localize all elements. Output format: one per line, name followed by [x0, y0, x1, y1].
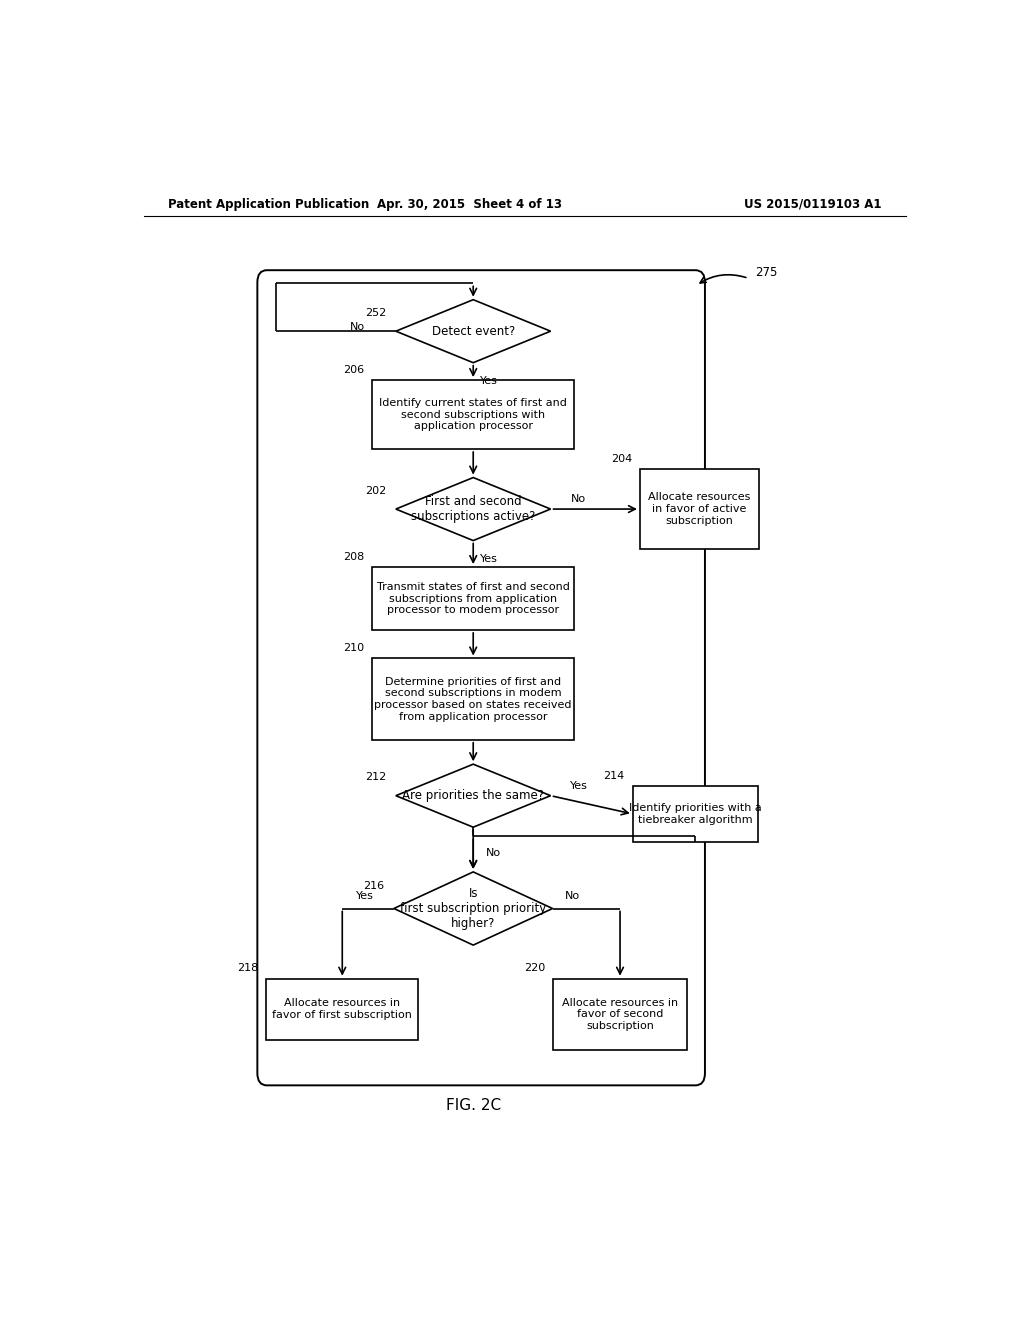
FancyBboxPatch shape — [553, 978, 687, 1049]
Text: 212: 212 — [366, 772, 386, 783]
Text: First and second
subscriptions active?: First and second subscriptions active? — [411, 495, 536, 523]
FancyBboxPatch shape — [372, 659, 574, 739]
Text: FIG. 2C: FIG. 2C — [445, 1098, 501, 1113]
Text: Is
first subscription priority
higher?: Is first subscription priority higher? — [400, 887, 547, 931]
Text: 214: 214 — [603, 771, 625, 781]
Text: Yes: Yes — [570, 780, 589, 791]
Text: Are priorities the same?: Are priorities the same? — [402, 789, 544, 803]
Text: 204: 204 — [610, 454, 632, 465]
Text: Identify current states of first and
second subscriptions with
application proce: Identify current states of first and sec… — [379, 397, 567, 432]
Text: Identify priorities with a
tiebreaker algorithm: Identify priorities with a tiebreaker al… — [629, 803, 762, 825]
Text: 220: 220 — [524, 964, 546, 973]
FancyBboxPatch shape — [372, 568, 574, 630]
Text: 208: 208 — [343, 552, 365, 562]
Text: 275: 275 — [755, 265, 777, 279]
Polygon shape — [396, 478, 551, 541]
Text: Yes: Yes — [356, 891, 374, 902]
Text: Allocate resources
in favor of active
subscription: Allocate resources in favor of active su… — [648, 492, 751, 525]
Text: 210: 210 — [343, 643, 365, 653]
Text: Allocate resources in
favor of first subscription: Allocate resources in favor of first sub… — [272, 998, 413, 1020]
Text: No: No — [485, 847, 501, 858]
Polygon shape — [396, 300, 551, 363]
Polygon shape — [396, 764, 551, 828]
Text: No: No — [350, 322, 366, 333]
Text: 202: 202 — [366, 486, 386, 496]
Text: Yes: Yes — [480, 376, 498, 385]
Text: US 2015/0119103 A1: US 2015/0119103 A1 — [744, 198, 882, 211]
Text: 218: 218 — [237, 964, 258, 973]
Text: Determine priorities of first and
second subscriptions in modem
processor based : Determine priorities of first and second… — [375, 677, 572, 722]
Text: Patent Application Publication: Patent Application Publication — [168, 198, 369, 211]
Text: No: No — [564, 891, 580, 902]
Text: 206: 206 — [343, 364, 365, 375]
Text: Yes: Yes — [480, 554, 498, 564]
Polygon shape — [394, 873, 553, 945]
FancyBboxPatch shape — [633, 785, 758, 842]
FancyBboxPatch shape — [372, 380, 574, 449]
FancyBboxPatch shape — [640, 470, 759, 549]
Text: 252: 252 — [366, 308, 386, 318]
Text: Allocate resources in
favor of second
subscription: Allocate resources in favor of second su… — [562, 998, 678, 1031]
FancyBboxPatch shape — [266, 978, 419, 1040]
Text: No: No — [570, 494, 586, 504]
Text: Apr. 30, 2015  Sheet 4 of 13: Apr. 30, 2015 Sheet 4 of 13 — [377, 198, 562, 211]
Text: Detect event?: Detect event? — [431, 325, 515, 338]
Text: Transmit states of first and second
subscriptions from application
processor to : Transmit states of first and second subs… — [377, 582, 569, 615]
Text: 216: 216 — [364, 882, 384, 891]
